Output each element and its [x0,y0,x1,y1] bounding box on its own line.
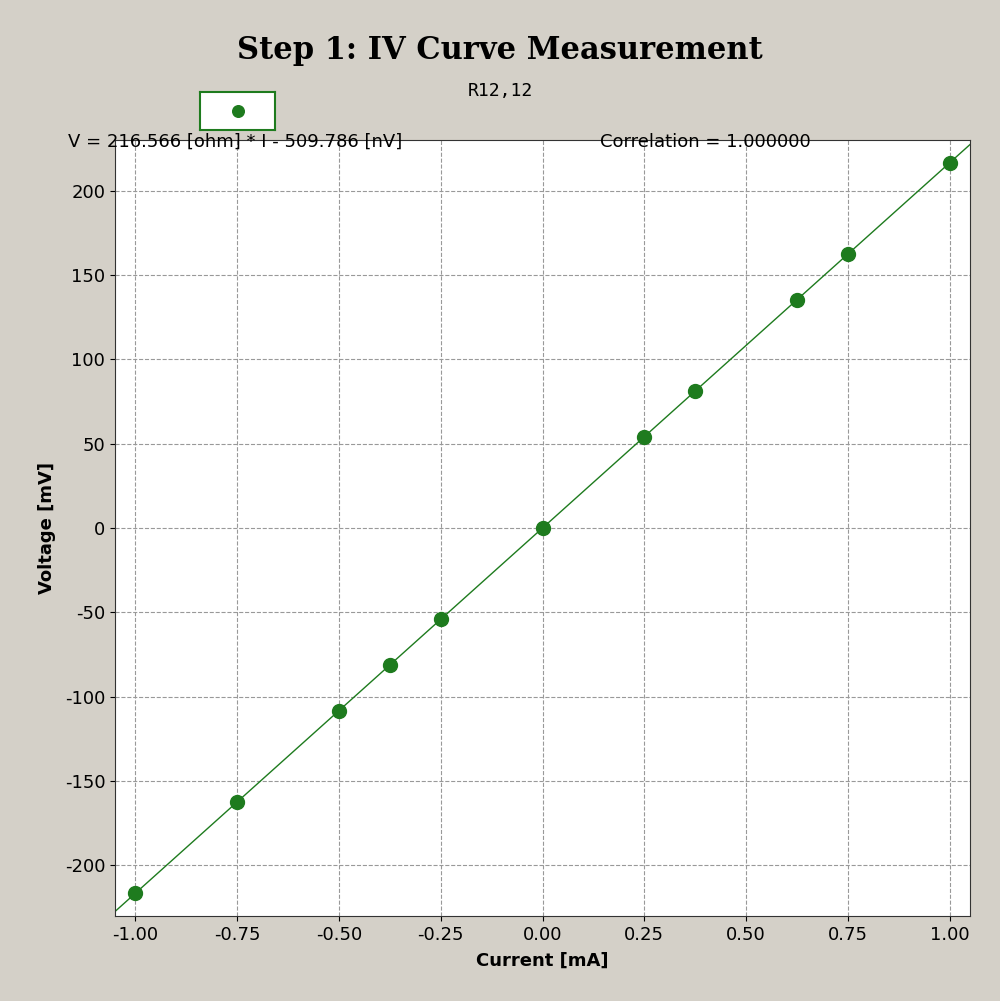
Point [382,657,398,673]
Y-axis label: Voltage [mV]: Voltage [mV] [38,462,56,594]
Text: R12,12: R12,12 [467,82,533,100]
Point [636,428,652,444]
Point [789,291,805,307]
Point [127,885,143,901]
Point [687,383,703,399]
Text: V = 216.566 [ohm] * I - 509.786 [nV]: V = 216.566 [ohm] * I - 509.786 [nV] [68,133,402,151]
Point [840,246,856,262]
Point [331,703,347,719]
Point [433,612,449,628]
Point [229,794,245,810]
X-axis label: Current [mA]: Current [mA] [476,952,609,970]
Point [534,521,550,537]
Text: Correlation = 1.000000: Correlation = 1.000000 [600,133,811,151]
Point [942,155,958,171]
Point [230,103,246,119]
Text: Step 1: IV Curve Measurement: Step 1: IV Curve Measurement [237,35,763,66]
